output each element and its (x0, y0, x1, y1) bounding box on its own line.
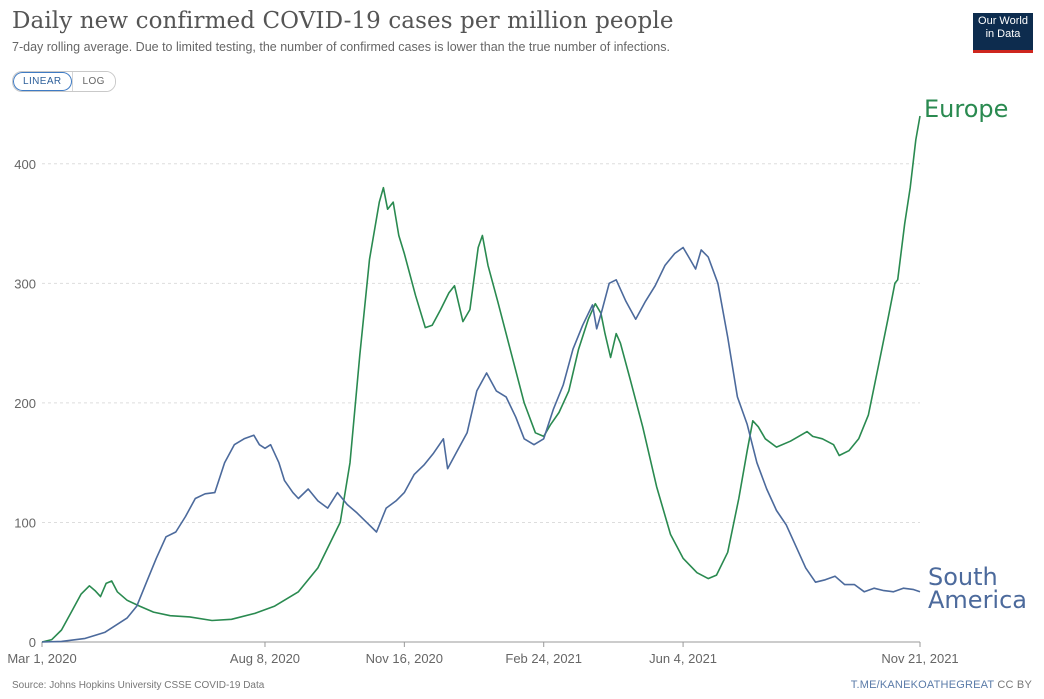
series-line-south-america (41, 246, 921, 643)
scale-toggle: LINEAR LOG (12, 71, 116, 92)
x-tick-label: Nov 21, 2021 (881, 651, 958, 666)
y-tick-label: 100 (14, 515, 36, 530)
y-tick-label: 200 (14, 396, 36, 411)
x-tick-label: Feb 24, 2021 (505, 651, 582, 666)
series-label-word: South (928, 563, 998, 591)
y-tick-label: 300 (14, 276, 36, 291)
y-tick-label: 0 (29, 635, 36, 650)
series-label-word: America (928, 586, 1027, 614)
log-scale-button[interactable]: LOG (71, 72, 115, 91)
credit-link[interactable]: T.ME/KANEKOATHEGREAT (850, 679, 995, 691)
x-tick-label: Mar 1, 2020 (7, 651, 76, 666)
series-line-europe (41, 115, 921, 643)
chart-subtitle: 7-day rolling average. Due to limited te… (12, 40, 670, 54)
chart-title: Daily new confirmed COVID-19 cases per m… (12, 8, 674, 34)
x-tick-label: Aug 8, 2020 (230, 651, 300, 666)
y-tick-label: 400 (14, 157, 36, 172)
owid-logo[interactable]: Our World in Data (973, 13, 1033, 53)
credit-note: T.ME/KANEKOATHEGREAT CC BY (851, 679, 1032, 691)
series-label-europe: Europe (924, 95, 1008, 123)
logo-line-2: in Data (985, 28, 1021, 40)
x-tick-label: Jun 4, 2021 (649, 651, 717, 666)
license-label: CC BY (997, 679, 1032, 691)
x-tick-label: Nov 16, 2020 (366, 651, 443, 666)
linear-scale-button[interactable]: LINEAR (13, 72, 72, 91)
series-label-south-america: South America (928, 563, 1027, 614)
logo-line-1: Our World (978, 15, 1028, 27)
source-note: Source: Johns Hopkins University CSSE CO… (12, 680, 265, 691)
